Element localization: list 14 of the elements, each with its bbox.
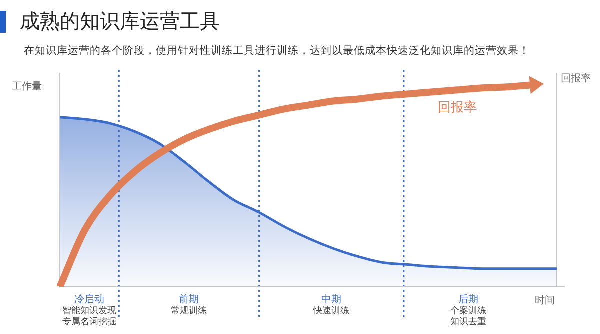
chart-subtitle: 在知识库运营的各个阶段，使用针对性训练工具进行训练，达到以最低成本快速泛化知识库的运营效果！: [24, 44, 530, 58]
text: 冷启动: [74, 294, 105, 306]
text: 前期: [179, 294, 200, 306]
text: 智能知识发现专属名词挖掘: [62, 305, 117, 328]
text: 常规训练: [171, 305, 208, 316]
text: 中期: [322, 294, 342, 306]
y2-axis-title: 回报率: [561, 72, 591, 85]
text: 后期: [458, 294, 478, 306]
series-label: 回报率: [438, 100, 478, 116]
text: 快速训练: [312, 305, 350, 316]
text: 个案训练知识去重: [450, 305, 486, 328]
y-axis-title: 工作量: [12, 82, 42, 93]
chart-title: 成熟的知识库运营工具: [20, 8, 220, 35]
x-axis-title: 时间: [535, 294, 555, 307]
